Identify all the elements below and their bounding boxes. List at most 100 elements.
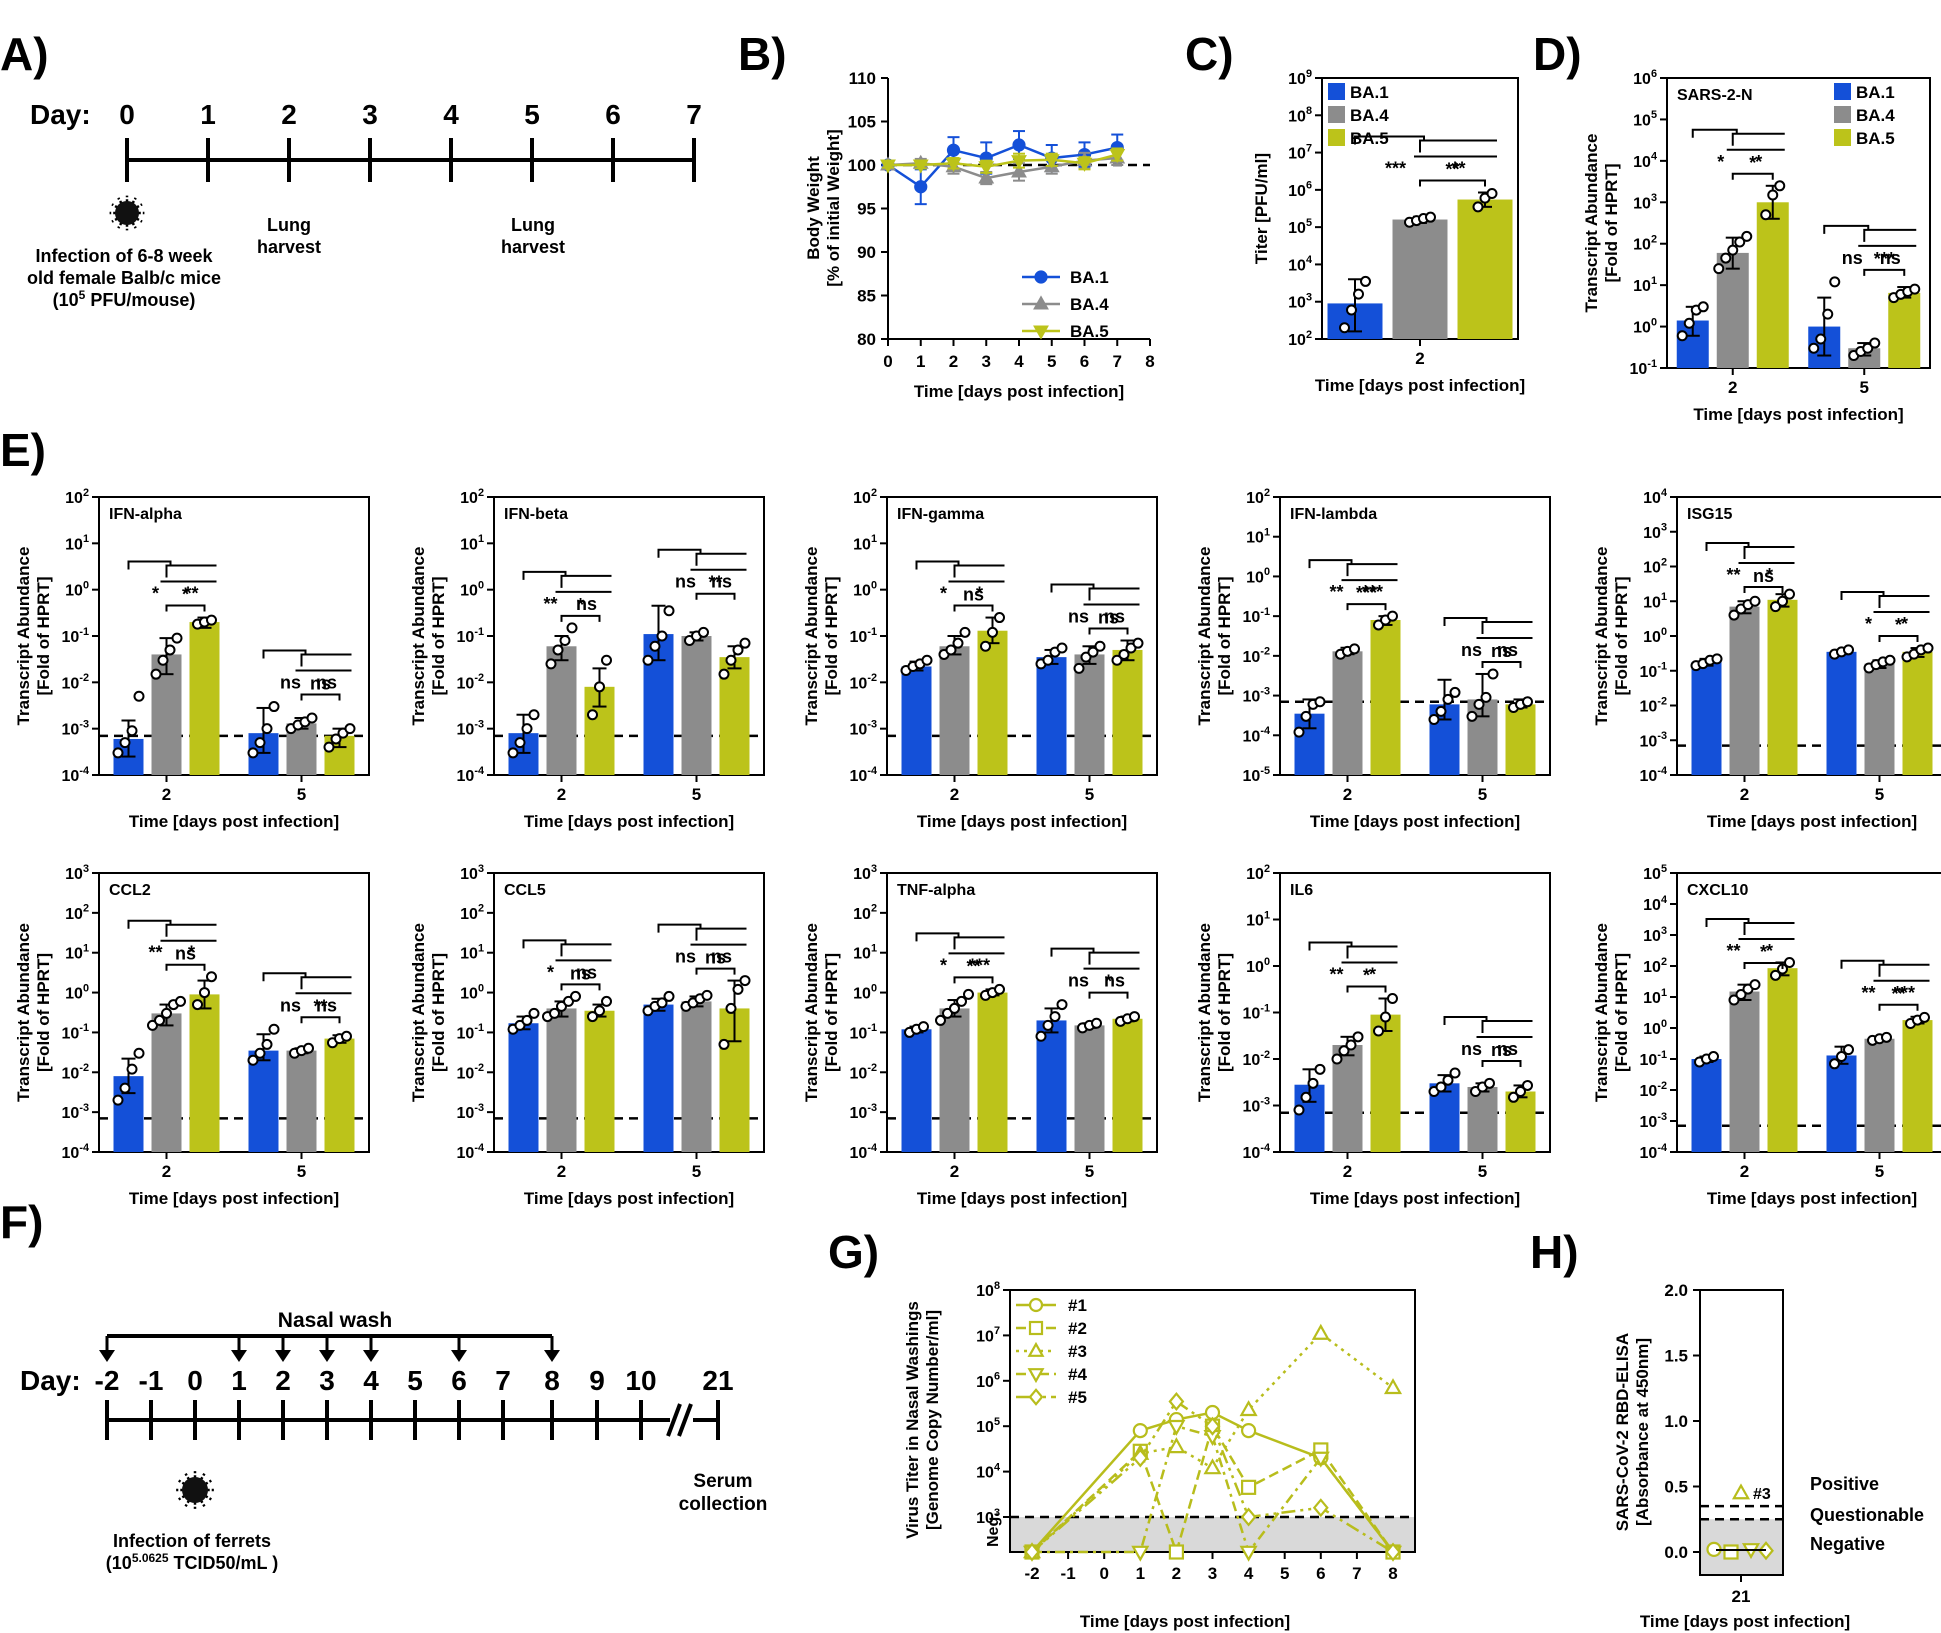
data-point [1435, 1081, 1447, 1093]
data-point [1352, 1031, 1364, 1043]
y-tick-label: 10-1 [850, 626, 877, 646]
sig-label: ns [310, 674, 331, 694]
day-number: 2 [281, 99, 297, 130]
legend-label: #2 [1068, 1319, 1087, 1338]
y-tick-label: 108 [1288, 105, 1312, 125]
data-point [656, 630, 668, 642]
sig-label: ns [1068, 606, 1089, 626]
data-point [549, 1007, 560, 1019]
data-point [150, 668, 162, 680]
y-tick-label: 10-1 [62, 1022, 89, 1042]
sig-bracket [657, 548, 747, 566]
sig-label: ** [1861, 983, 1875, 1003]
data-point [959, 626, 971, 638]
y-tick-label: 10-3 [62, 718, 89, 738]
y-tick-label: 10-2 [850, 672, 877, 692]
y-tick-label: 10-4 [62, 1142, 89, 1162]
data-point [1049, 1011, 1061, 1023]
y-axis-label: SARS-CoV-2 RBD-ELISA [1613, 1333, 1632, 1531]
data-point [1808, 342, 1820, 354]
y-axis-label: Transcript Abundance [802, 547, 821, 726]
data-point [521, 1014, 533, 1026]
y-tick-label: 10-4 [1243, 1142, 1270, 1162]
y-tick-label: 101 [1246, 909, 1270, 929]
x-tick-label: 5 [1478, 785, 1487, 804]
y-tick-label: 10-1 [850, 1022, 877, 1042]
y-axis-label: [Fold of HPRT] [1602, 164, 1621, 283]
data-point [1683, 317, 1695, 329]
bar-BA.1 [643, 1004, 674, 1152]
y-axis-label: [Fold of HPRT] [429, 953, 448, 1072]
sig-bracket [1731, 172, 1774, 180]
y-tick-label: 10-2 [1243, 1049, 1270, 1069]
y-tick-label: 100 [1246, 566, 1270, 586]
sig-label: ** [543, 594, 557, 614]
y-tick-label: 103 [1288, 292, 1312, 312]
bar-BA.1 [508, 1023, 539, 1152]
data-point [1346, 304, 1357, 316]
axis-break [677, 1403, 693, 1437]
panel-letter: F) [0, 1196, 43, 1248]
data-point [1676, 330, 1688, 342]
data-point [1515, 1086, 1526, 1098]
x-tick-label: -1 [1061, 1564, 1076, 1583]
legend-label: BA.1 [1350, 83, 1389, 102]
y-tick-label: 10-4 [850, 765, 877, 785]
y-tick-label: 103 [853, 863, 877, 883]
sig-bracket [127, 560, 217, 578]
sig-label: ** [1329, 582, 1343, 602]
y-tick-label: 2.0 [1664, 1281, 1688, 1300]
data-point [1728, 609, 1740, 621]
data-point [521, 723, 533, 735]
data-point [171, 632, 183, 644]
data-point [1387, 993, 1398, 1005]
sig-bracket [1878, 1003, 1919, 1011]
chart-title: TNF-alpha [897, 882, 975, 899]
y-tick-label: 104 [976, 1461, 1000, 1481]
sig-bracket [262, 972, 352, 990]
data-point [1094, 640, 1106, 652]
data-point [1843, 1044, 1854, 1056]
data-point [1922, 642, 1934, 654]
data-point [1239, 1545, 1258, 1562]
bar-BA.5 [1767, 968, 1798, 1152]
data-point [157, 654, 169, 666]
plot-frame [98, 872, 370, 1153]
day-label: Day: [30, 99, 91, 130]
y-axis-label: Transcript Abundance [802, 923, 821, 1102]
plot-frame [1279, 496, 1551, 776]
x-tick-label: -2 [1024, 1564, 1039, 1583]
data-point [1345, 1039, 1357, 1051]
sig-bracket [165, 604, 206, 612]
y-tick-label: 10-3 [1243, 685, 1270, 705]
data-point [1711, 653, 1723, 665]
data-point [1428, 713, 1440, 725]
y-tick-label: 101 [1643, 987, 1667, 1007]
data-point [1385, 1542, 1401, 1562]
infection-dose: (105 PFU/mouse) [53, 288, 196, 310]
data-point [133, 690, 145, 702]
data-point [528, 709, 540, 721]
y-axis-label: [Fold of HPRT] [822, 577, 841, 696]
day-number: 4 [443, 99, 459, 130]
data-point [1129, 1011, 1140, 1023]
y-tick-label: 100 [1643, 1018, 1667, 1038]
data-point [1862, 342, 1874, 354]
x-tick-label: 2 [949, 352, 958, 371]
plot-frame [886, 872, 1158, 1153]
bar-BA.1 [248, 1050, 279, 1152]
data-point [206, 614, 217, 626]
data-point [1240, 1507, 1257, 1527]
sig-label: * [547, 962, 554, 982]
y-axis-label: Virus Titer in Nasal Washings [903, 1301, 922, 1539]
data-point [956, 995, 967, 1007]
sig-label: * [1717, 152, 1724, 172]
x-tick-label: 2 [557, 1162, 566, 1181]
data-point [698, 626, 709, 638]
data-point [1884, 654, 1896, 666]
bar-BA.1 [1036, 657, 1067, 775]
sig-label: * [1901, 614, 1908, 634]
data-point [1770, 601, 1781, 613]
data-point [963, 988, 974, 1000]
y-tick-label: 10-3 [850, 718, 877, 738]
